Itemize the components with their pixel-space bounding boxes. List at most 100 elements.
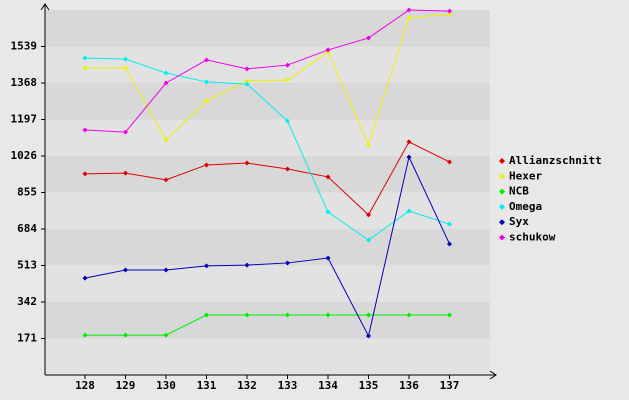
data-point (123, 267, 128, 273)
data-point (163, 177, 169, 183)
data-point (325, 255, 331, 261)
data-point (447, 11, 452, 17)
data-point (244, 66, 250, 72)
x-tick-label: 135 (359, 379, 379, 392)
data-point (406, 15, 412, 21)
data-point (366, 333, 371, 339)
x-tick-label: 136 (399, 379, 419, 392)
data-point (447, 159, 452, 165)
data-point (406, 312, 412, 318)
data-point (123, 65, 128, 71)
legend-marker (499, 173, 505, 180)
data-point (447, 8, 452, 14)
y-axis-arrow (40, 3, 50, 11)
data-point (325, 209, 331, 215)
data-point (123, 129, 128, 135)
data-point (123, 332, 128, 338)
x-axis-arrow (489, 370, 497, 380)
data-point (82, 65, 88, 71)
y-tick-label: 513 (17, 259, 37, 272)
data-point (447, 221, 452, 227)
data-point (366, 142, 371, 148)
legend-marker (499, 158, 505, 164)
legend-marker (499, 234, 505, 241)
data-point (204, 57, 209, 63)
series-line (85, 314, 450, 336)
data-point (447, 312, 452, 318)
data-point (447, 241, 452, 247)
legend-label: Hexer (509, 169, 542, 182)
data-point (123, 170, 128, 176)
data-point (285, 118, 290, 124)
data-point (82, 275, 88, 281)
data-point (406, 154, 412, 160)
data-point (285, 62, 290, 68)
grid-band (45, 302, 490, 339)
data-point (244, 81, 250, 87)
data-point (204, 312, 209, 318)
data-point (244, 160, 250, 166)
legend-marker (499, 203, 505, 210)
legend-label: Syx (509, 215, 529, 228)
data-point (285, 166, 290, 172)
x-tick-label: 130 (156, 379, 176, 392)
data-point (163, 70, 169, 76)
grid-band (45, 229, 490, 266)
grid-band (45, 83, 490, 120)
data-point (204, 98, 209, 104)
x-tick-label: 131 (197, 379, 217, 392)
data-point (204, 263, 209, 269)
data-point (366, 312, 371, 318)
series-line (84, 9, 450, 133)
legend-marker (499, 219, 505, 226)
data-point (406, 139, 412, 145)
data-point (406, 7, 412, 13)
legend-label: Allianzschnitt (509, 154, 602, 167)
legend-label: Omega (509, 200, 542, 213)
data-point (244, 312, 250, 318)
data-point (82, 332, 88, 338)
series-line (84, 155, 450, 338)
data-point (285, 77, 290, 83)
x-tick-label: 128 (75, 379, 95, 392)
grid-band (45, 265, 490, 302)
data-point (163, 80, 169, 86)
series-line (85, 13, 450, 147)
data-point (204, 79, 209, 85)
data-point (325, 174, 331, 180)
data-point (406, 208, 412, 214)
grid-band (45, 192, 490, 229)
data-point (123, 56, 128, 62)
data-point (82, 127, 88, 133)
legend-marker (499, 188, 505, 195)
y-tick-label: 342 (17, 295, 37, 308)
x-tick-label: 134 (318, 379, 338, 392)
x-tick-label: 137 (440, 379, 460, 392)
y-tick-label: 684 (17, 222, 37, 235)
plot (82, 7, 452, 339)
y-tick-label: 1539 (11, 40, 38, 53)
data-point (325, 47, 331, 53)
grid-band (45, 119, 490, 156)
grid-band (45, 46, 490, 83)
data-point (366, 237, 371, 243)
plot-background (45, 10, 490, 375)
x-tick-label: 132 (237, 379, 257, 392)
grid-band (45, 338, 490, 375)
data-point (366, 212, 371, 218)
data-point (82, 55, 88, 61)
y-tick-label: 1026 (11, 149, 38, 162)
data-point (285, 260, 290, 266)
y-tick-label: 1197 (11, 113, 38, 126)
y-tick-label: 171 (17, 332, 37, 345)
grid-band (45, 156, 490, 193)
series-line (84, 57, 450, 241)
series-line (84, 141, 450, 216)
data-point (366, 35, 371, 41)
data-point (163, 332, 169, 338)
data-point (163, 137, 169, 143)
x-tick-label: 129 (116, 379, 136, 392)
y-tick-label: 1368 (11, 76, 38, 89)
